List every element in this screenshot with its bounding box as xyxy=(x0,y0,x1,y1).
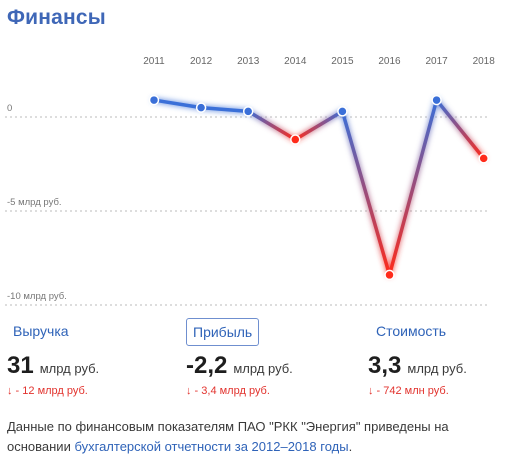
tab-profit[interactable]: Прибыль xyxy=(186,318,260,346)
value-delta: ↓ - 742 млн руб. xyxy=(368,385,449,397)
series-line-segment xyxy=(387,98,439,277)
value-value: 3,3 млрд руб. xyxy=(368,352,467,380)
report-link[interactable]: бухгалтерской отчетности за 2012–2018 го… xyxy=(74,439,349,454)
x-tick-label: 2017 xyxy=(425,56,448,67)
series-line-segment xyxy=(152,98,203,110)
section-title: Финансы xyxy=(7,6,106,29)
x-tick-label: 2012 xyxy=(190,56,213,67)
revenue-delta: ↓ - 12 млрд руб. xyxy=(7,385,88,397)
value-amount: 3,3 xyxy=(368,352,402,379)
y-tick-label: -10 млрд руб. xyxy=(7,291,67,302)
data-point[interactable] xyxy=(148,94,160,106)
profit-delta: ↓ - 3,4 млрд руб. xyxy=(186,385,270,397)
data-point[interactable] xyxy=(478,153,489,164)
revenue-value: 31 млрд руб. xyxy=(7,352,99,380)
y-tick-label: 0 xyxy=(7,103,12,114)
tab-revenue[interactable]: Выручка xyxy=(13,323,69,339)
profit-unit: млрд руб. xyxy=(233,361,293,376)
profit-amount: -2,2 xyxy=(186,352,228,379)
series-line-segment xyxy=(434,98,486,161)
series-line-segment xyxy=(246,109,298,142)
x-tick-label: 2018 xyxy=(473,56,496,67)
revenue-amount: 31 xyxy=(7,352,34,379)
x-tick-label: 2011 xyxy=(143,56,165,67)
data-point[interactable] xyxy=(337,106,348,117)
x-tick-label: 2014 xyxy=(284,56,307,67)
note-end: . xyxy=(348,439,353,454)
revenue-unit: млрд руб. xyxy=(39,361,100,376)
series-line-segment xyxy=(340,109,392,277)
y-tick-label: -5 млрд руб. xyxy=(7,197,62,208)
data-point[interactable] xyxy=(431,94,442,106)
x-tick-label: 2013 xyxy=(237,56,260,67)
x-tick-label: 2015 xyxy=(331,56,354,67)
data-point[interactable] xyxy=(290,134,301,145)
value-unit: млрд руб. xyxy=(407,361,467,376)
source-note: Данные по финансовым показателям ПАО "РК… xyxy=(7,417,507,457)
data-point[interactable] xyxy=(384,269,395,281)
x-tick-label: 2016 xyxy=(378,56,401,67)
tab-value[interactable]: Стоимость xyxy=(376,323,447,339)
series-line-segment xyxy=(293,109,345,142)
profit-chart: 0 -5 млрд руб. -10 млрд руб. 2011 2012 2013 2… xyxy=(5,56,496,306)
series-line-segment xyxy=(199,105,250,114)
profit-value: -2,2 млрд руб. xyxy=(186,352,293,380)
data-point[interactable] xyxy=(242,106,254,117)
note-text: Данные по финансовым показателям ПАО "РК… xyxy=(7,419,449,454)
data-point[interactable] xyxy=(195,102,207,113)
